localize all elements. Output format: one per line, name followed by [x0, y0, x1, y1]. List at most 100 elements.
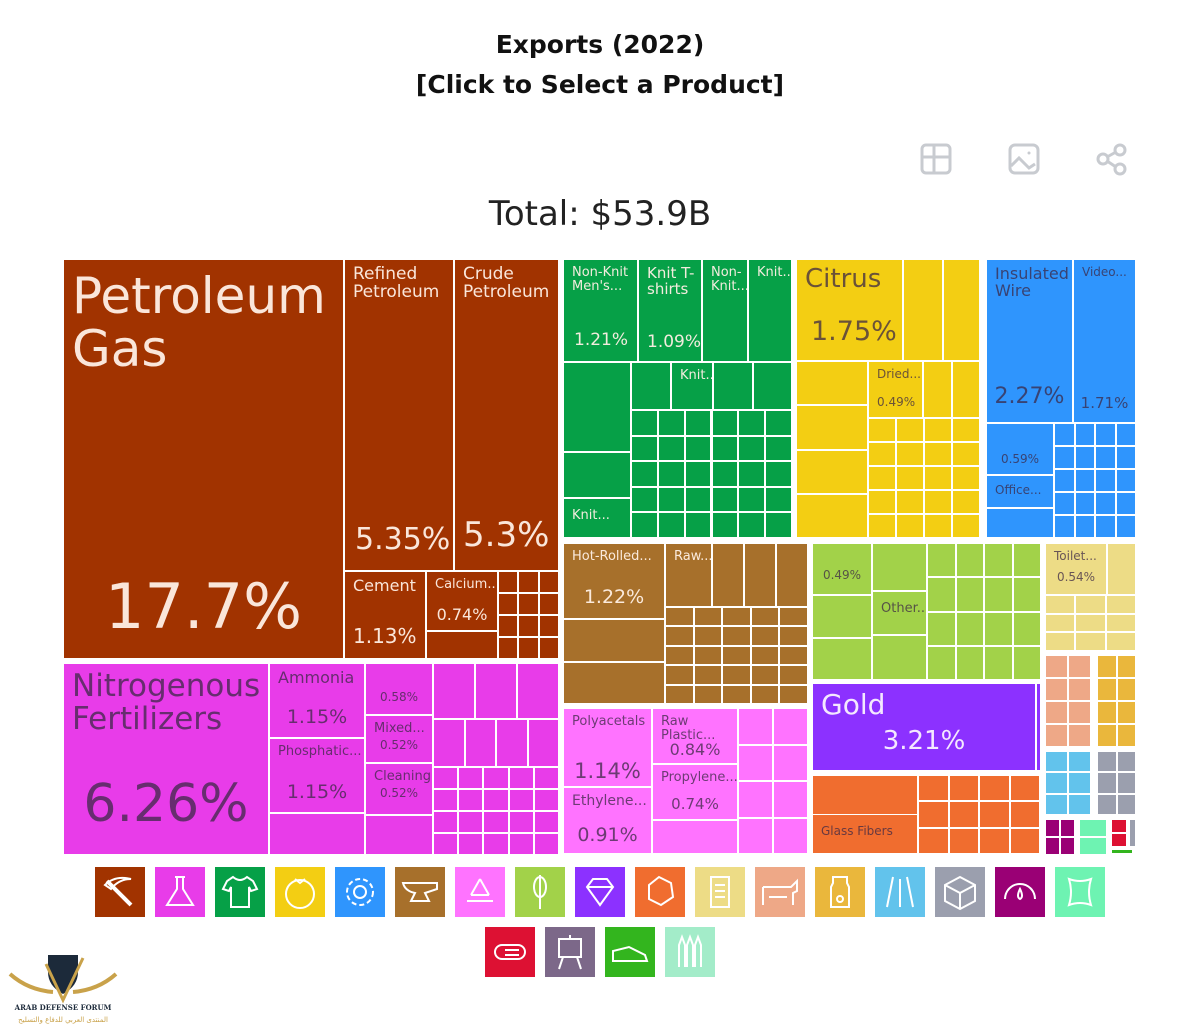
treemap-tile[interactable] — [765, 486, 792, 513]
treemap-tile[interactable] — [712, 543, 744, 607]
treemap-tile[interactable] — [1045, 837, 1060, 855]
treemap-tile[interactable] — [665, 645, 694, 666]
treemap-tile[interactable] — [1045, 724, 1068, 747]
treemap-tile[interactable] — [711, 512, 739, 538]
treemap-tile[interactable] — [986, 508, 1054, 538]
treemap-tile[interactable] — [458, 789, 484, 811]
treemap-tile[interactable] — [948, 827, 979, 854]
treemap-tile[interactable] — [918, 801, 949, 828]
treemap-tile[interactable] — [1012, 543, 1041, 578]
treemap-tile[interactable] — [738, 708, 773, 745]
treemap-tile[interactable] — [433, 663, 475, 719]
treemap-tile[interactable] — [1074, 515, 1095, 538]
treemap-tile[interactable] — [657, 410, 685, 436]
treemap-tile[interactable] — [722, 684, 751, 704]
treemap-tile[interactable] — [948, 801, 979, 828]
share-icon[interactable] — [1095, 142, 1129, 176]
treemap-tile[interactable] — [538, 593, 559, 615]
treemap-tile[interactable] — [508, 811, 534, 833]
instruments-icon[interactable] — [995, 867, 1045, 917]
treemap-tile[interactable] — [1075, 595, 1106, 614]
treemap-tile[interactable] — [657, 512, 685, 538]
chemical-products-icon[interactable] — [155, 867, 205, 917]
treemap-tile[interactable] — [750, 607, 780, 627]
treemap-tile[interactable] — [665, 626, 694, 646]
treemap-tile[interactable] — [1115, 515, 1136, 538]
treemap-tile[interactable] — [1054, 423, 1075, 446]
treemap-tile[interactable] — [711, 410, 739, 436]
treemap-tile[interactable] — [765, 410, 792, 436]
treemap-tile[interactable] — [1068, 751, 1091, 773]
treemap-tile[interactable] — [693, 684, 723, 704]
treemap-tile[interactable] — [711, 435, 739, 462]
treemap-tile[interactable] — [773, 817, 808, 854]
treemap-tile[interactable] — [483, 811, 509, 833]
treemap-tile[interactable] — [631, 461, 658, 487]
treemap-tile[interactable] — [433, 833, 459, 855]
treemap-tile[interactable] — [498, 615, 519, 637]
treemap-tile[interactable] — [657, 435, 685, 462]
treemap-tile[interactable] — [631, 362, 671, 410]
treemap-tile[interactable] — [1045, 751, 1068, 773]
treemap-tile[interactable] — [979, 775, 1010, 802]
treemap-tile[interactable] — [722, 645, 751, 666]
paper-goods-icon[interactable] — [695, 867, 745, 917]
treemap-tile[interactable] — [779, 626, 808, 646]
treemap-tile[interactable] — [796, 361, 868, 406]
treemap-tile[interactable] — [750, 684, 780, 704]
treemap-tile[interactable] — [1045, 632, 1076, 651]
treemap-tile[interactable] — [1129, 819, 1136, 847]
treemap-tile[interactable] — [1045, 819, 1060, 837]
treemap-tile[interactable] — [1115, 446, 1136, 469]
treemap-tile[interactable] — [872, 635, 927, 680]
treemap-tile[interactable] — [533, 767, 559, 789]
treemap-tile[interactable] — [1097, 751, 1117, 773]
treemap-tile[interactable] — [1111, 833, 1127, 847]
animal-products-icon[interactable] — [755, 867, 805, 917]
treemap-tile[interactable] — [1009, 827, 1040, 854]
treemap-tile[interactable] — [1045, 595, 1076, 614]
treemap-tile[interactable] — [750, 665, 780, 685]
treemap-tile[interactable] — [918, 775, 949, 802]
treemap-tile[interactable]: Nitrogenous Fertilizers 6.26% — [63, 663, 269, 855]
treemap-tile[interactable] — [631, 435, 658, 462]
treemap-tile[interactable] — [1097, 655, 1117, 678]
treemap-tile[interactable] — [1097, 678, 1117, 701]
treemap-tile[interactable] — [1079, 819, 1107, 837]
treemap-tile[interactable] — [868, 490, 896, 514]
wood-products-icon[interactable] — [485, 927, 535, 977]
treemap-tile[interactable] — [631, 486, 658, 513]
treemap-tile[interactable] — [738, 486, 766, 513]
treemap-tile[interactable] — [483, 789, 509, 811]
treemap-tile[interactable] — [765, 435, 792, 462]
treemap-tile[interactable] — [896, 442, 924, 466]
treemap-tile[interactable] — [796, 449, 868, 494]
treemap-tile[interactable] — [1054, 446, 1075, 469]
treemap-tile[interactable]: Hot-Rolled... 1.22% — [563, 543, 665, 619]
treemap-tile[interactable] — [773, 781, 808, 818]
treemap-tile[interactable] — [518, 571, 539, 593]
treemap-tile[interactable] — [924, 490, 952, 514]
treemap-tile[interactable] — [923, 361, 952, 418]
treemap-tile[interactable]: Toilet... 0.54% — [1045, 543, 1107, 595]
treemap-tile[interactable] — [657, 486, 685, 513]
treemap-tile[interactable] — [1012, 645, 1041, 680]
treemap-tile[interactable] — [1115, 492, 1136, 515]
treemap-tile[interactable] — [1097, 772, 1117, 794]
treemap-tile[interactable] — [722, 665, 751, 685]
treemap-tile[interactable] — [738, 781, 773, 818]
treemap-tile[interactable] — [896, 418, 924, 442]
treemap-tile[interactable] — [498, 637, 519, 659]
treemap-tile[interactable] — [750, 626, 780, 646]
treemap-tile[interactable] — [518, 637, 539, 659]
treemap-tile[interactable] — [458, 811, 484, 833]
treemap-tile[interactable] — [952, 514, 980, 538]
treemap-tile[interactable] — [483, 767, 509, 789]
treemap-tile[interactable]: Glass Fibers — [812, 814, 918, 854]
treemap-tile[interactable] — [1097, 724, 1117, 747]
table-icon[interactable] — [919, 142, 953, 176]
treemap-tile[interactable] — [750, 645, 780, 666]
treemap-tile[interactable] — [1068, 701, 1091, 724]
treemap-tile[interactable]: Knit T- shirts 1.09% — [638, 259, 702, 362]
treemap-tile[interactable]: Office... — [986, 475, 1054, 508]
